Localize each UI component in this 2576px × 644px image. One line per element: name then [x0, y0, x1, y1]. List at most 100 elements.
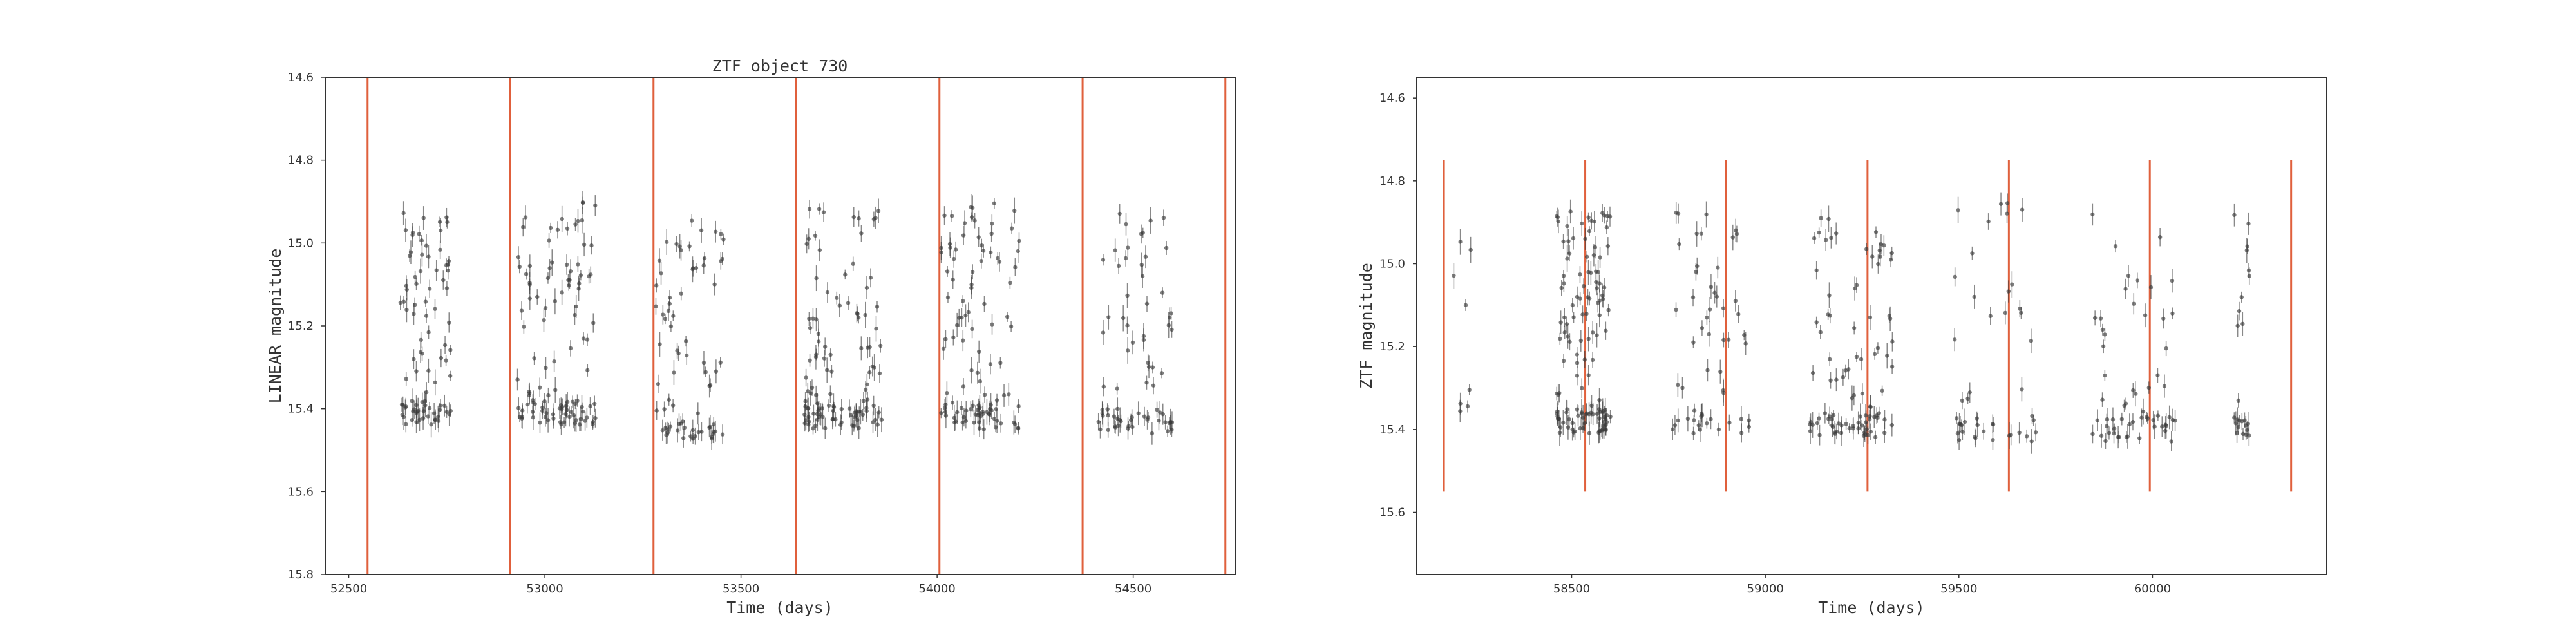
left-data-point	[696, 402, 700, 425]
right-data-point	[2245, 238, 2249, 254]
right-data-point	[1856, 422, 1861, 435]
right-data-point	[2237, 301, 2242, 321]
right-data-point	[1885, 343, 1889, 369]
left-data-point	[872, 354, 876, 381]
right-data-point	[2125, 424, 2130, 449]
left-data-point	[1165, 425, 1170, 437]
left-data-point	[851, 207, 856, 227]
left-data-point	[519, 301, 524, 320]
right-data-point	[1956, 196, 1960, 223]
right-data-point	[1875, 407, 1879, 424]
right-data-point	[2232, 412, 2237, 423]
right-data-point	[1962, 408, 1967, 435]
left-data-point	[542, 308, 546, 332]
left-data-point	[865, 374, 869, 395]
left-data-point	[591, 415, 596, 429]
right-data-point	[1676, 373, 1680, 397]
right-data-point	[1819, 209, 1823, 227]
left-data-point	[859, 225, 864, 242]
right-data-point	[1680, 377, 1685, 399]
left-data-point	[720, 424, 725, 445]
left-data-point	[543, 298, 548, 317]
left-data-point	[721, 233, 726, 245]
left-data-point	[433, 369, 437, 396]
left-data-point	[810, 379, 815, 396]
right-data-point	[1730, 224, 1735, 251]
right-data-point	[1890, 332, 1895, 352]
left-y-tick-label: 15.8	[288, 568, 314, 582]
left-data-point	[825, 282, 830, 303]
left-data-point	[1113, 421, 1118, 434]
left-data-point	[807, 312, 811, 327]
right-data-point	[2163, 416, 2168, 434]
left-data-point	[699, 218, 704, 243]
left-data-point	[593, 408, 598, 428]
left-data-point	[545, 272, 551, 284]
left-data-point	[666, 301, 671, 321]
right-data-point	[1671, 418, 1675, 440]
left-data-point	[714, 359, 719, 384]
right-data-point	[2030, 408, 2034, 424]
right-data-point	[1583, 227, 1587, 250]
left-data-point	[962, 210, 967, 236]
right-data-point	[2100, 323, 2105, 336]
left-data-point	[573, 398, 578, 410]
right-data-point	[2009, 424, 2013, 446]
left-data-point	[1117, 204, 1122, 224]
left-data-point	[578, 270, 583, 281]
left-data-point	[424, 308, 429, 323]
right-data-point	[1960, 392, 1965, 410]
right-data-point	[1576, 405, 1580, 427]
left-data-point	[861, 392, 866, 410]
left-data-point	[548, 222, 553, 233]
right-data-point	[1854, 352, 1859, 363]
left-data-point	[429, 412, 433, 438]
right-data-point	[2155, 410, 2161, 421]
left-data-point	[447, 402, 451, 426]
right-data-point	[1734, 225, 1739, 243]
left-data-point	[1096, 413, 1101, 431]
right-data-point	[1571, 312, 1576, 323]
right-data-point	[2236, 393, 2241, 408]
left-data-point	[807, 412, 811, 431]
left-data-point	[670, 399, 676, 413]
left-data-point	[876, 198, 881, 223]
right-data-point	[2143, 303, 2148, 328]
left-data-point	[1017, 232, 1021, 249]
left-data-point	[696, 424, 701, 440]
left-data-point	[398, 295, 402, 310]
right-data-point	[1604, 423, 1608, 436]
left-data-point	[998, 413, 1003, 433]
right-data-point	[1562, 308, 1567, 327]
right-data-point	[1562, 325, 1567, 339]
right-data-point	[2134, 381, 2138, 407]
left-data-point	[719, 229, 723, 240]
left-data-point	[667, 393, 671, 406]
right-data-points	[1452, 192, 2251, 454]
left-data-point	[964, 401, 969, 421]
right-data-point	[2239, 291, 2244, 303]
left-data-point	[1164, 240, 1169, 255]
left-data-point	[823, 417, 828, 439]
left-data-point	[441, 270, 446, 290]
left-data-point	[532, 352, 536, 365]
left-data-point	[871, 211, 876, 227]
right-data-point	[1860, 383, 1865, 404]
left-data-point	[442, 336, 448, 354]
right-data-point	[1826, 413, 1831, 424]
left-data-point	[1126, 417, 1130, 440]
right-data-point	[2105, 413, 2109, 439]
left-data-point	[846, 296, 851, 310]
left-data-point	[550, 249, 554, 276]
right-data-point	[2131, 383, 2136, 398]
left-data-point	[1008, 276, 1012, 289]
left-data-point	[538, 377, 542, 397]
left-data-point	[981, 419, 986, 440]
right-data-point	[1960, 423, 1965, 440]
left-data-point	[662, 401, 667, 417]
left-data-point	[1115, 383, 1119, 395]
right-data-point	[1694, 221, 1699, 247]
right-data-point	[1867, 410, 1872, 430]
right-data-point	[1592, 211, 1597, 232]
right-data-point	[2122, 399, 2126, 412]
